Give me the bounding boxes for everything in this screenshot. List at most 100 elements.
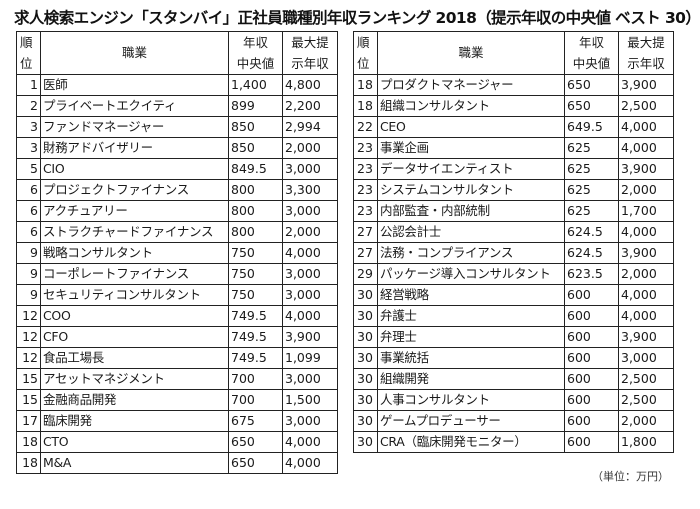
page-title: 求人検索エンジン「スタンバイ」正社員職種別年収ランキング 2018（提示年収の中… — [14, 9, 700, 27]
job-cell: データサイエンティスト — [377, 158, 565, 180]
max-salary-cell: 3,000 — [282, 284, 338, 306]
ranking-table-right: 順 位 職業 年収 中央値 最大提 示年収 18 プロダクトマネージャー 650 3,… — [353, 31, 674, 453]
job-cell: 食品工場長 — [40, 347, 229, 369]
job-cell: プロジェクトファイナンス — [40, 179, 229, 201]
rank-cell: 15 — [16, 389, 41, 411]
table-row: 2 プライベートエクイティ 899 2,200 — [16, 95, 338, 117]
job-cell: 戦略コンサルタント — [40, 242, 229, 264]
table-row: 18 M&A 650 4,000 — [16, 452, 338, 474]
table-row: 30 CRA（臨床開発モニター） 600 1,800 — [353, 431, 674, 453]
table-header-row: 順 位 職業 年収 中央値 最大提 示年収 — [353, 31, 674, 75]
table-header-row: 順 位 職業 年収 中央値 最大提 示年収 — [16, 31, 338, 75]
max-salary-cell: 2,000 — [618, 263, 674, 285]
table-row: 3 ファンドマネージャー 850 2,994 — [16, 116, 338, 138]
median-salary-cell: 650 — [228, 431, 283, 453]
job-cell: CIO — [40, 158, 229, 180]
max-salary-cell: 1,800 — [618, 431, 674, 453]
job-cell: 弁理士 — [377, 326, 565, 348]
table-row: 30 人事コンサルタント 600 2,500 — [353, 389, 674, 411]
job-cell: 法務・コンプライアンス — [377, 242, 565, 264]
median-salary-cell: 750 — [228, 263, 283, 285]
rank-cell: 18 — [16, 452, 41, 474]
table-row: 15 金融商品開発 700 1,500 — [16, 389, 338, 411]
rank-cell: 27 — [353, 242, 378, 264]
table-row: 23 内部監査・内部統制 625 1,700 — [353, 200, 674, 222]
table-row: 5 CIO 849.5 3,000 — [16, 158, 338, 180]
rank-cell: 23 — [353, 200, 378, 222]
median-salary-cell: 650 — [564, 74, 619, 96]
rank-cell: 27 — [353, 221, 378, 243]
ranking-table-left: 順 位 職業 年収 中央値 最大提 示年収 1 医師 1,400 4,800 2 プライベ… — [16, 31, 338, 474]
rank-cell: 3 — [16, 116, 41, 138]
median-salary-cell: 749.5 — [228, 347, 283, 369]
table-row: 23 システムコンサルタント 625 2,000 — [353, 179, 674, 201]
table-row: 6 アクチュアリー 800 3,000 — [16, 200, 338, 222]
table-row: 30 弁護士 600 4,000 — [353, 305, 674, 327]
table-row: 27 法務・コンプライアンス 624.5 3,900 — [353, 242, 674, 264]
job-cell: ストラクチャードファイナンス — [40, 221, 229, 243]
median-salary-cell: 749.5 — [228, 305, 283, 327]
rank-cell: 30 — [353, 347, 378, 369]
median-salary-cell: 850 — [228, 116, 283, 138]
job-cell: CRA（臨床開発モニター） — [377, 431, 565, 453]
max-salary-cell: 2,000 — [618, 179, 674, 201]
max-salary-cell: 4,000 — [282, 242, 338, 264]
median-salary-cell: 849.5 — [228, 158, 283, 180]
max-salary-cell: 3,000 — [282, 158, 338, 180]
max-salary-cell: 4,000 — [282, 431, 338, 453]
rank-cell: 18 — [353, 95, 378, 117]
table-row: 30 ゲームプロデューサー 600 2,000 — [353, 410, 674, 432]
max-salary-cell: 2,500 — [618, 389, 674, 411]
median-salary-cell: 650 — [228, 452, 283, 474]
table-row: 6 プロジェクトファイナンス 800 3,300 — [16, 179, 338, 201]
table-row: 17 臨床開発 675 3,000 — [16, 410, 338, 432]
rank-cell: 9 — [16, 242, 41, 264]
table-row: 9 戦略コンサルタント 750 4,000 — [16, 242, 338, 264]
median-salary-cell: 625 — [564, 137, 619, 159]
job-cell: 公認会計士 — [377, 221, 565, 243]
median-salary-cell: 750 — [228, 242, 283, 264]
job-cell: ファンドマネージャー — [40, 116, 229, 138]
median-salary-cell: 624.5 — [564, 242, 619, 264]
table-row: 30 組織開発 600 2,500 — [353, 368, 674, 390]
median-salary-cell: 899 — [228, 95, 283, 117]
rank-cell: 23 — [353, 158, 378, 180]
job-cell: 医師 — [40, 74, 229, 96]
rank-cell: 30 — [353, 389, 378, 411]
header-rank: 順 位 — [16, 31, 41, 75]
max-salary-cell: 1,500 — [282, 389, 338, 411]
job-cell: 組織コンサルタント — [377, 95, 565, 117]
max-salary-cell: 1,700 — [618, 200, 674, 222]
rank-cell: 22 — [353, 116, 378, 138]
table-row: 27 公認会計士 624.5 4,000 — [353, 221, 674, 243]
job-cell: CFO — [40, 326, 229, 348]
rank-cell: 17 — [16, 410, 41, 432]
max-salary-cell: 3,000 — [282, 200, 338, 222]
max-salary-cell: 3,000 — [618, 347, 674, 369]
median-salary-cell: 650 — [564, 95, 619, 117]
rank-cell: 18 — [16, 431, 41, 453]
rank-cell: 30 — [353, 326, 378, 348]
rank-cell: 12 — [16, 305, 41, 327]
max-salary-cell: 4,000 — [618, 116, 674, 138]
median-salary-cell: 600 — [564, 410, 619, 432]
median-salary-cell: 749.5 — [228, 326, 283, 348]
rank-cell: 23 — [353, 179, 378, 201]
rank-cell: 6 — [16, 221, 41, 243]
job-cell: 臨床開発 — [40, 410, 229, 432]
table-row: 12 食品工場長 749.5 1,099 — [16, 347, 338, 369]
median-salary-cell: 600 — [564, 431, 619, 453]
header-job: 職業 — [377, 31, 565, 75]
median-salary-cell: 800 — [228, 221, 283, 243]
max-salary-cell: 3,900 — [282, 326, 338, 348]
max-salary-cell: 2,200 — [282, 95, 338, 117]
rank-cell: 30 — [353, 305, 378, 327]
median-salary-cell: 700 — [228, 389, 283, 411]
max-salary-cell: 4,000 — [618, 137, 674, 159]
table-row: 18 CTO 650 4,000 — [16, 431, 338, 453]
median-salary-cell: 1,400 — [228, 74, 283, 96]
median-salary-cell: 675 — [228, 410, 283, 432]
median-salary-cell: 800 — [228, 200, 283, 222]
table-row: 29 パッケージ導入コンサルタント 623.5 2,000 — [353, 263, 674, 285]
max-salary-cell: 4,800 — [282, 74, 338, 96]
